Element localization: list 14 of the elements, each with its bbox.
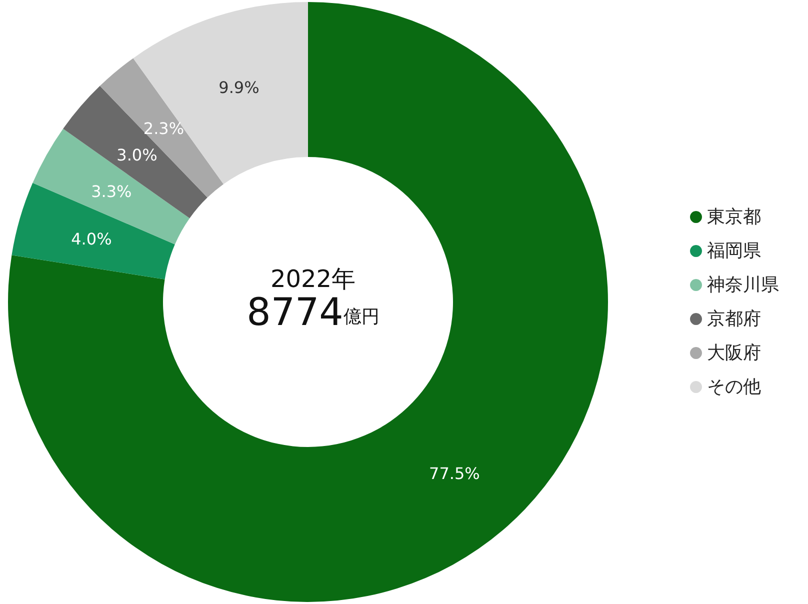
legend-label: 東京都: [707, 206, 761, 228]
legend-label: 大阪府: [707, 342, 761, 364]
legend-label: 神奈川県: [707, 274, 779, 296]
data-label: 9.9%: [218, 78, 260, 97]
legend-label: 京都府: [707, 308, 761, 330]
data-label: 2.3%: [143, 119, 184, 138]
text: 2022年: [270, 265, 356, 293]
data-label: 3.3%: [91, 182, 132, 202]
data-label: 3.0%: [116, 146, 158, 165]
legend-label: 福岡県: [707, 240, 761, 262]
data-label: 4.0%: [71, 230, 112, 249]
data-label: 77.5%: [429, 464, 480, 483]
legend-label: その他: [707, 376, 761, 398]
text: 8774億円: [246, 290, 380, 334]
